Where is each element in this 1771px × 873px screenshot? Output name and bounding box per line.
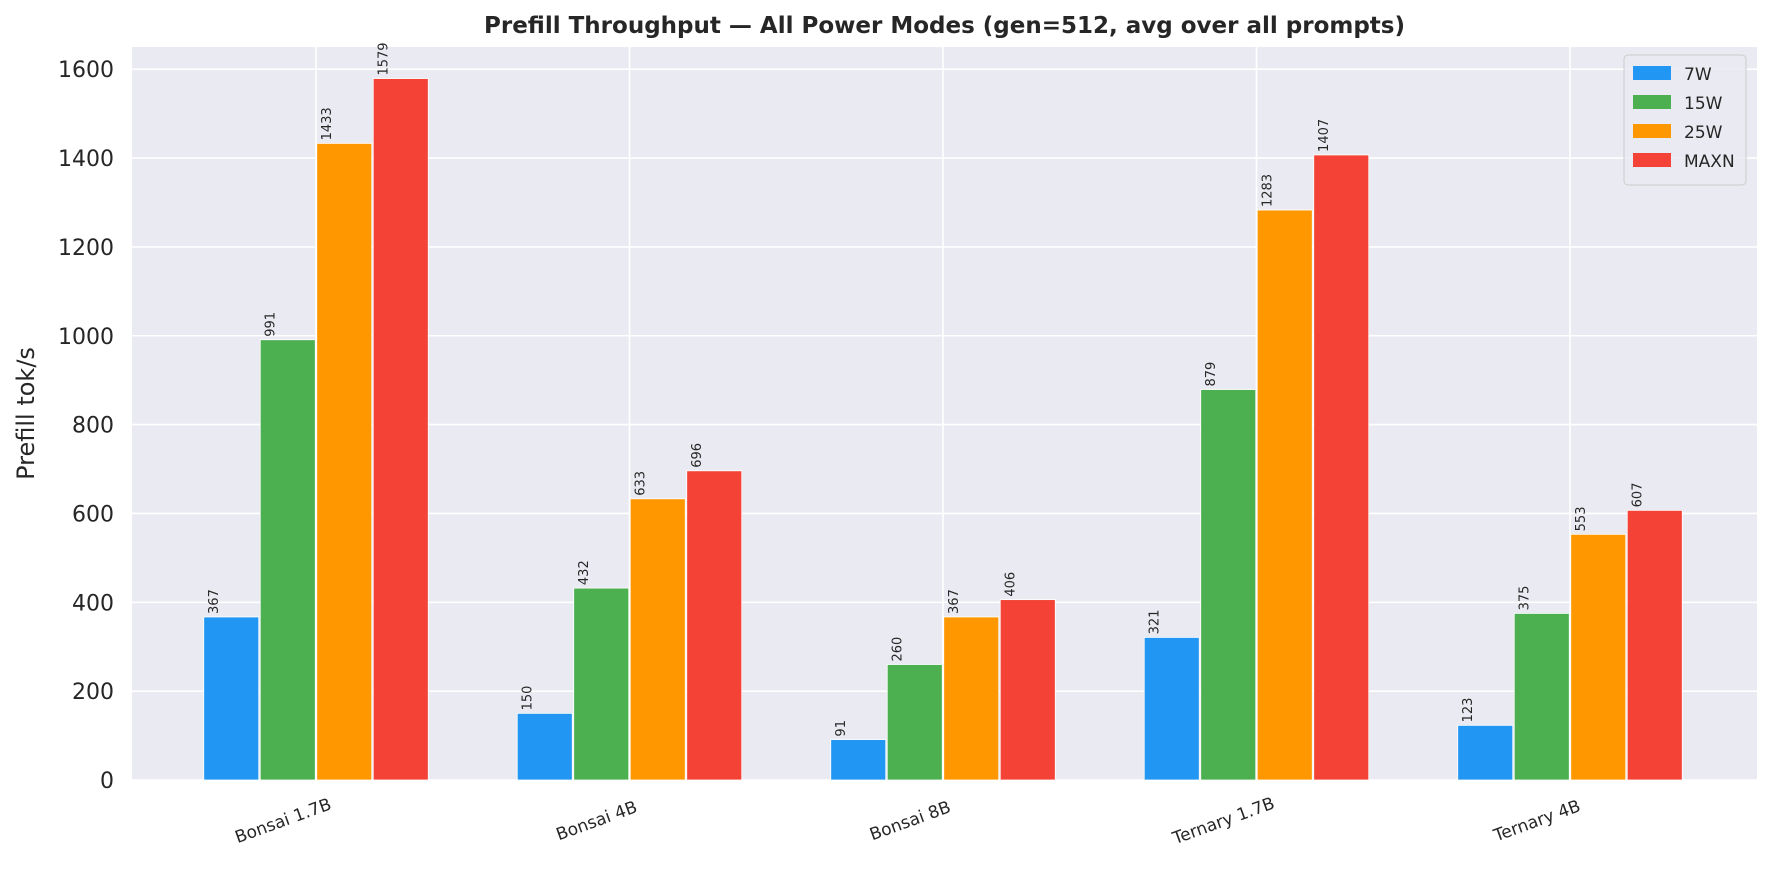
y-tick-label: 200	[72, 680, 114, 705]
bar-value-label: 321	[1148, 610, 1163, 635]
bar-value-label: 696	[690, 443, 705, 468]
bar	[686, 470, 743, 781]
bar	[1513, 613, 1570, 781]
legend-entry-label: 7W	[1684, 65, 1712, 85]
y-tick-label: 1200	[58, 236, 114, 261]
legend-swatch	[1633, 124, 1671, 138]
bar-value-label: 553	[1574, 507, 1589, 532]
bar	[259, 339, 316, 781]
bar	[203, 616, 260, 781]
legend-box	[1623, 54, 1747, 186]
bar-value-label: 1579	[377, 42, 392, 75]
bar	[316, 143, 373, 781]
y-tick-label: 600	[72, 502, 114, 527]
bars	[203, 78, 1683, 781]
bar	[516, 712, 573, 781]
legend: 7W 15W 25W MAXN	[1623, 54, 1747, 186]
bar	[1626, 509, 1683, 781]
bar-value-label: 1407	[1317, 119, 1332, 152]
bar-value-label: 633	[634, 471, 649, 496]
legend-swatch	[1633, 153, 1671, 167]
bar-value-label: 879	[1204, 362, 1219, 387]
bar	[1256, 209, 1313, 781]
bar	[629, 498, 686, 781]
bar	[1200, 389, 1257, 781]
y-tick-label: 400	[72, 591, 114, 616]
bar-value-label: 991	[264, 312, 279, 337]
bar-value-label: 1283	[1261, 174, 1276, 207]
y-axis-label: Prefill tok/s	[12, 347, 40, 480]
bar	[830, 739, 887, 781]
bar-value-label: 150	[521, 686, 536, 711]
bar-value-label: 367	[947, 589, 962, 614]
bar-value-label: 260	[891, 637, 906, 662]
legend-entry-label: 15W	[1684, 94, 1723, 114]
y-tick-label: 800	[72, 414, 114, 439]
legend-swatch	[1633, 95, 1671, 109]
bar-value-label: 375	[1518, 586, 1533, 611]
y-tick-label: 1000	[58, 325, 114, 350]
y-tick-label: 1400	[58, 147, 114, 172]
bar-value-label: 432	[577, 560, 592, 585]
bar	[372, 78, 429, 781]
bar-value-label: 406	[1004, 572, 1019, 597]
bar	[1143, 636, 1200, 781]
bar-value-label: 607	[1631, 483, 1646, 508]
bar	[573, 587, 630, 781]
bar-value-labels: 367 150 91 321 123 991 432 260 879 375 1433 633 367 1…	[207, 42, 1646, 736]
bar-value-label: 1433	[320, 107, 335, 140]
legend-entry-label: MAXN	[1684, 152, 1735, 172]
legend-entry-label: 25W	[1684, 123, 1723, 143]
bar	[1570, 533, 1627, 781]
y-tick-label: 1600	[58, 58, 114, 83]
bar	[886, 664, 943, 781]
y-axis-ticks: 0 200 400 600 800 1000 1200 1400 1600	[58, 58, 114, 794]
legend-swatch	[1633, 66, 1671, 80]
bar-value-label: 91	[834, 720, 849, 737]
bar-value-label: 123	[1461, 698, 1476, 723]
bar	[1457, 724, 1514, 781]
bar	[999, 599, 1056, 781]
bar	[1313, 154, 1370, 781]
y-tick-label: 0	[100, 769, 114, 794]
bar-value-label: 367	[207, 589, 222, 614]
chart-title: Prefill Throughput — All Power Modes (ge…	[484, 13, 1405, 39]
bar	[943, 616, 1000, 781]
